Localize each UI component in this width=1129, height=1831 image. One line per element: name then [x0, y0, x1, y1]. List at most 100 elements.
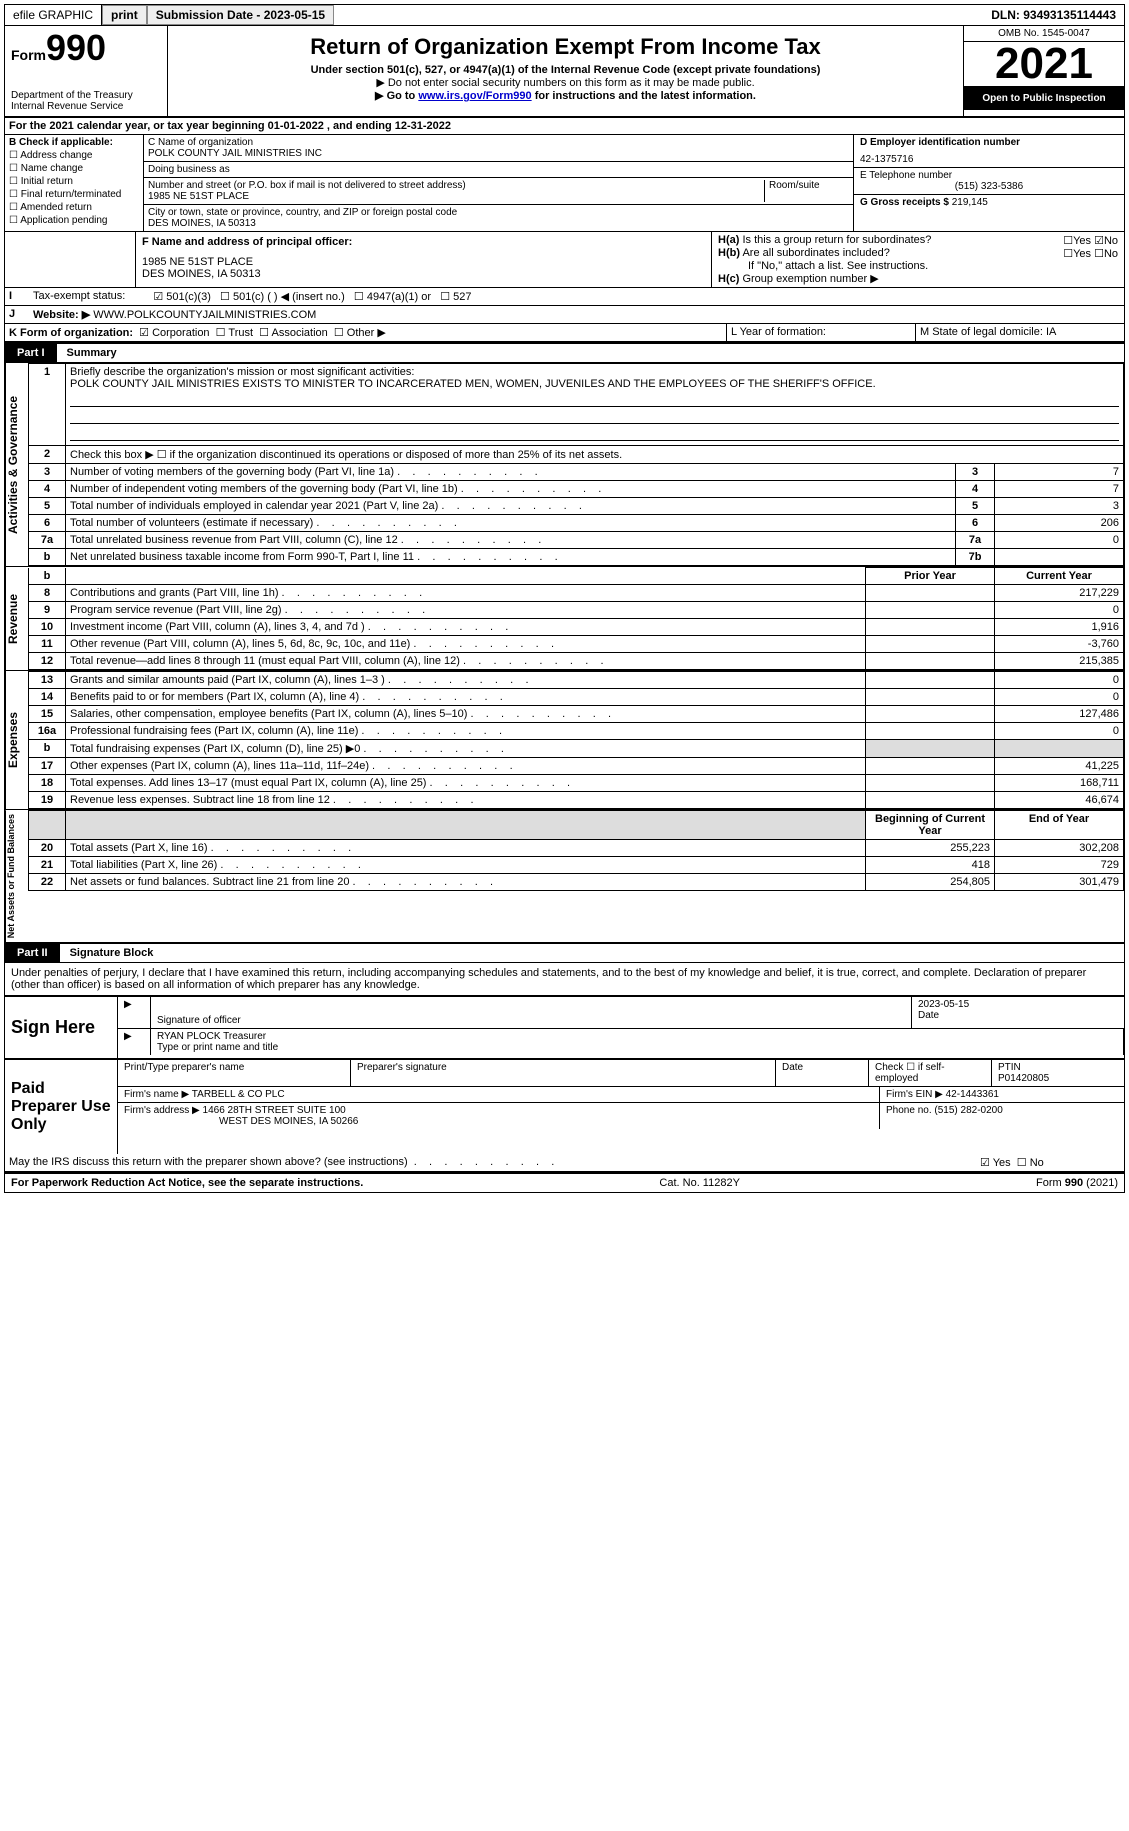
table-row: 10Investment income (Part VIII, column (…: [29, 619, 1124, 636]
revenue-table: b Prior Year Current Year 8Contributions…: [28, 567, 1124, 670]
check-name[interactable]: ☐ Name change: [9, 163, 139, 174]
section-h: H(a) Is this a group return for subordin…: [712, 232, 1124, 287]
check-amended[interactable]: ☐ Amended return: [9, 202, 139, 213]
section-c: C Name of organization POLK COUNTY JAIL …: [144, 135, 853, 231]
table-row: 9Program service revenue (Part VIII, lin…: [29, 602, 1124, 619]
part-2-label: Part II: [5, 944, 60, 962]
line-2: Check this box ▶ ☐ if the organization d…: [66, 446, 1124, 464]
sign-here-section: Sign Here ▶ Signature of officer 2023-05…: [5, 995, 1124, 1058]
table-row: 15Salaries, other compensation, employee…: [29, 706, 1124, 723]
line-a-text: For the 2021 calendar year, or tax year …: [5, 118, 455, 134]
table-row: 7aTotal unrelated business revenue from …: [29, 532, 1124, 549]
line-a: For the 2021 calendar year, or tax year …: [5, 118, 1124, 135]
prep-phone-label: Phone no.: [886, 1105, 932, 1116]
form-number: Form990: [11, 30, 161, 66]
footer: For Paperwork Reduction Act Notice, see …: [5, 1172, 1124, 1192]
section-b: B Check if applicable: ☐ Address change …: [5, 135, 144, 231]
city-value: DES MOINES, IA 50313: [148, 218, 849, 229]
website-label: Website: ▶: [33, 309, 90, 321]
table-row: 11Other revenue (Part VIII, column (A), …: [29, 636, 1124, 653]
officer-sig-label: Signature of officer: [157, 1015, 905, 1026]
part-1-label: Part I: [5, 344, 57, 362]
table-row: 5Total number of individuals employed in…: [29, 498, 1124, 515]
state-domicile: M State of legal domicile: IA: [915, 324, 1124, 341]
firm-name-label: Firm's name ▶: [124, 1089, 189, 1100]
org-name: POLK COUNTY JAIL MINISTRIES INC: [148, 148, 849, 159]
form-990: efile GRAPHIC print Submission Date - 20…: [4, 4, 1125, 1193]
subtitle-2: ▶ Do not enter social security numbers o…: [174, 76, 957, 89]
tax-status-opts[interactable]: ☑ 501(c)(3) ☐ 501(c) ( ) ◀ (insert no.) …: [149, 288, 475, 305]
efile-label: efile GRAPHIC: [5, 5, 102, 25]
prep-check-label[interactable]: Check ☐ if self-employed: [869, 1060, 992, 1086]
section-b-label: B Check if applicable:: [9, 137, 113, 148]
sign-date: 2023-05-15: [918, 999, 1118, 1010]
form-990-number: 990: [46, 27, 106, 68]
subtitle-3: ▶ Go to www.irs.gov/Form990 for instruct…: [174, 89, 957, 102]
table-row: bTotal fundraising expenses (Part IX, co…: [29, 740, 1124, 758]
phone-label: E Telephone number: [860, 170, 1118, 181]
section-j: J Website: ▶ WWW.POLKCOUNTYJAILMINISTRIE…: [5, 306, 1124, 324]
year-formation: L Year of formation:: [726, 324, 915, 341]
phone-value: (515) 323-5386: [860, 181, 1118, 192]
section-i: I Tax-exempt status: ☑ 501(c)(3) ☐ 501(c…: [5, 288, 1124, 306]
section-f: F Name and address of principal officer:…: [136, 232, 712, 287]
discuss-text: May the IRS discuss this return with the…: [9, 1156, 408, 1168]
ein-label: D Employer identification number: [860, 137, 1020, 148]
hc-label: Group exemption number ▶: [742, 273, 878, 285]
end-year-hdr: End of Year: [1029, 813, 1089, 825]
part-2-title: Signature Block: [70, 947, 154, 959]
irs-link[interactable]: www.irs.gov/Form990: [418, 90, 531, 102]
officer-addr2: DES MOINES, IA 50313: [142, 268, 705, 280]
table-row: 8Contributions and grants (Part VIII, li…: [29, 585, 1124, 602]
expenses-label: Expenses: [5, 671, 28, 809]
prep-sig-label: Preparer's signature: [351, 1060, 776, 1086]
subtitle-1: Under section 501(c), 527, or 4947(a)(1)…: [174, 64, 957, 76]
table-row: 18Total expenses. Add lines 13–17 (must …: [29, 775, 1124, 792]
check-address[interactable]: ☐ Address change: [9, 150, 139, 161]
footer-mid: Cat. No. 11282Y: [659, 1177, 740, 1189]
prep-print-label: Print/Type preparer's name: [118, 1060, 351, 1086]
print-button[interactable]: print: [102, 5, 147, 25]
table-row: 19Revenue less expenses. Subtract line 1…: [29, 792, 1124, 809]
table-row: 12Total revenue—add lines 8 through 11 (…: [29, 653, 1124, 670]
firm-addr2: WEST DES MOINES, IA 50266: [219, 1116, 358, 1127]
expenses-table: 13Grants and similar amounts paid (Part …: [28, 671, 1124, 809]
firm-addr1: 1466 28TH STREET SUITE 100: [203, 1105, 346, 1116]
table-row: 6Total number of volunteers (estimate if…: [29, 515, 1124, 532]
ha-answer[interactable]: ☐Yes ☑No: [1063, 234, 1118, 247]
check-final[interactable]: ☐ Final return/terminated: [9, 189, 139, 200]
officer-name-label: Type or print name and title: [157, 1042, 1117, 1053]
hb-label: Are all subordinates included?: [742, 247, 889, 259]
hb-answer[interactable]: ☐Yes ☐No: [1063, 247, 1118, 260]
begin-year-hdr: Beginning of Current Year: [875, 813, 985, 837]
check-pending[interactable]: ☐ Application pending: [9, 215, 139, 226]
revenue-label: Revenue: [5, 567, 28, 670]
activities-label: Activities & Governance: [5, 363, 28, 566]
room-label: Room/suite: [764, 180, 849, 202]
discuss-answer[interactable]: ☑ Yes ☐ No: [976, 1154, 1124, 1171]
dept-treasury: Department of the Treasury: [11, 90, 161, 101]
current-year-hdr: Current Year: [1026, 570, 1092, 582]
dln: DLN: 93493135114443: [983, 5, 1124, 25]
org-form-label: K Form of organization:: [9, 327, 133, 339]
org-name-label: C Name of organization: [148, 137, 849, 148]
street-value: 1985 NE 51ST PLACE: [148, 191, 764, 202]
officer-name: RYAN PLOCK Treasurer: [157, 1031, 1117, 1042]
table-row: 22Net assets or fund balances. Subtract …: [29, 874, 1124, 891]
ptin-value: P01420805: [998, 1073, 1049, 1084]
part-1-heading: Part I Summary: [5, 342, 1124, 363]
section-deg: D Employer identification number 42-1375…: [853, 135, 1124, 231]
net-assets-label: Net Assets or Fund Balances: [5, 810, 28, 942]
table-row: bNet unrelated business taxable income f…: [29, 549, 1124, 566]
discuss-line: May the IRS discuss this return with the…: [5, 1154, 1124, 1172]
irs-label: Internal Revenue Service: [11, 101, 161, 112]
table-row: 13Grants and similar amounts paid (Part …: [29, 672, 1124, 689]
table-row: 3Number of voting members of the governi…: [29, 464, 1124, 481]
officer-addr1: 1985 NE 51ST PLACE: [142, 256, 705, 268]
open-inspection: Open to Public Inspection: [964, 87, 1124, 110]
section-klm: K Form of organization: ☑ Corporation ☐ …: [5, 324, 1124, 342]
firm-ein-label: Firm's EIN ▶: [886, 1089, 943, 1100]
tax-year: 2021: [964, 42, 1124, 87]
check-initial[interactable]: ☐ Initial return: [9, 176, 139, 187]
prep-phone: (515) 282-0200: [934, 1105, 1002, 1116]
